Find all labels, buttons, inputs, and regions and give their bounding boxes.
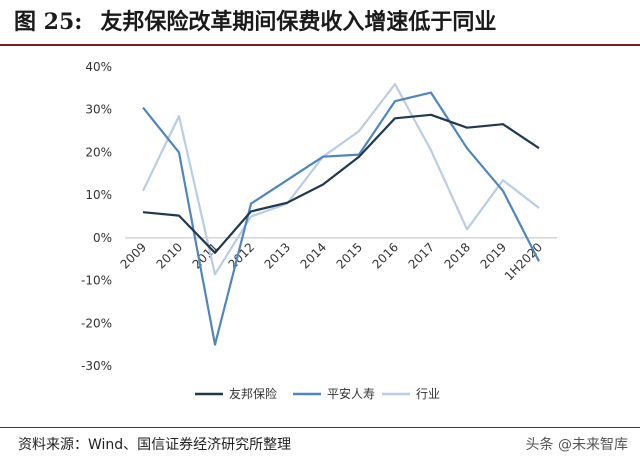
figure-title-text: 友邦保险改革期间保费收入增速低于同业 — [100, 9, 497, 35]
x-tick-label: 2014 — [298, 240, 329, 271]
line-chart: -30%-20%-10%0%10%20%30%40% 2009 2010 2011 2… — [81, 60, 557, 401]
x-tick-label: 2019 — [478, 240, 509, 271]
x-tick-label: 2017 — [406, 240, 437, 271]
legend: 友邦保险 平安人寿 行业 — [195, 386, 440, 401]
y-tick-label: 30% — [85, 103, 112, 117]
series-line — [142, 82, 540, 276]
y-tick-label: 20% — [85, 145, 112, 159]
series-lines — [142, 82, 540, 346]
x-tick-label: 2009 — [118, 240, 149, 271]
y-tick-label: -30% — [81, 359, 112, 373]
x-tick-label: 2018 — [442, 240, 473, 271]
series-line — [142, 113, 540, 254]
legend-label: 平安人寿 — [327, 386, 375, 401]
legend-label: 友邦保险 — [229, 386, 277, 401]
figure-title: 图 25: 友邦保险改革期间保费收入增速低于同业 — [14, 2, 626, 42]
y-tick-label: 0% — [93, 231, 112, 245]
x-axis-tick-labels: 2009 2010 2011 2012 2013 2014 2015 2016 2017 2018… — [118, 240, 545, 283]
legend-label: 行业 — [416, 387, 440, 401]
x-tick-label: 2015 — [334, 240, 365, 271]
y-tick-label: -20% — [81, 316, 112, 330]
x-tick-label: 2013 — [262, 240, 293, 271]
watermark: 头条 @未来智库 — [525, 437, 628, 453]
x-tick-label: 1H2020 — [502, 240, 545, 283]
series-line — [142, 91, 540, 346]
y-tick-label: 40% — [85, 60, 112, 74]
x-tick-label: 2016 — [370, 240, 401, 271]
figure-label: 图 25: — [14, 9, 83, 35]
source-note: 资料来源：Wind、国信证券经济研究所整理 — [18, 437, 292, 453]
x-tick-label: 2010 — [154, 240, 185, 271]
y-tick-label: -10% — [81, 274, 112, 288]
y-axis-ticks: -30% -20% -10% 0% 10% 20% 30% 40% — [81, 60, 112, 373]
x-tick-label: 2011 — [190, 240, 221, 271]
y-tick-label: 10% — [85, 188, 112, 202]
title-rule — [0, 44, 640, 46]
footer-rule — [0, 427, 640, 428]
